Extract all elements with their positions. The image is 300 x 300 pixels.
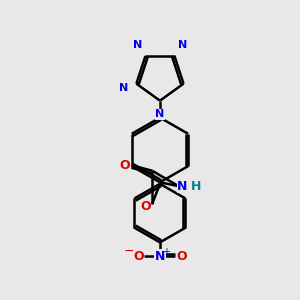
Text: +: + [162, 247, 170, 256]
Text: N: N [155, 109, 165, 119]
Text: N: N [178, 40, 187, 50]
Text: −: − [124, 245, 134, 258]
Text: N: N [155, 250, 165, 263]
Text: O: O [133, 250, 144, 263]
Text: O: O [176, 250, 187, 263]
Text: O: O [120, 159, 130, 172]
Text: H: H [190, 180, 201, 193]
Text: N: N [119, 83, 128, 93]
Text: N: N [177, 180, 188, 193]
Text: O: O [140, 200, 151, 213]
Text: N: N [133, 40, 142, 50]
